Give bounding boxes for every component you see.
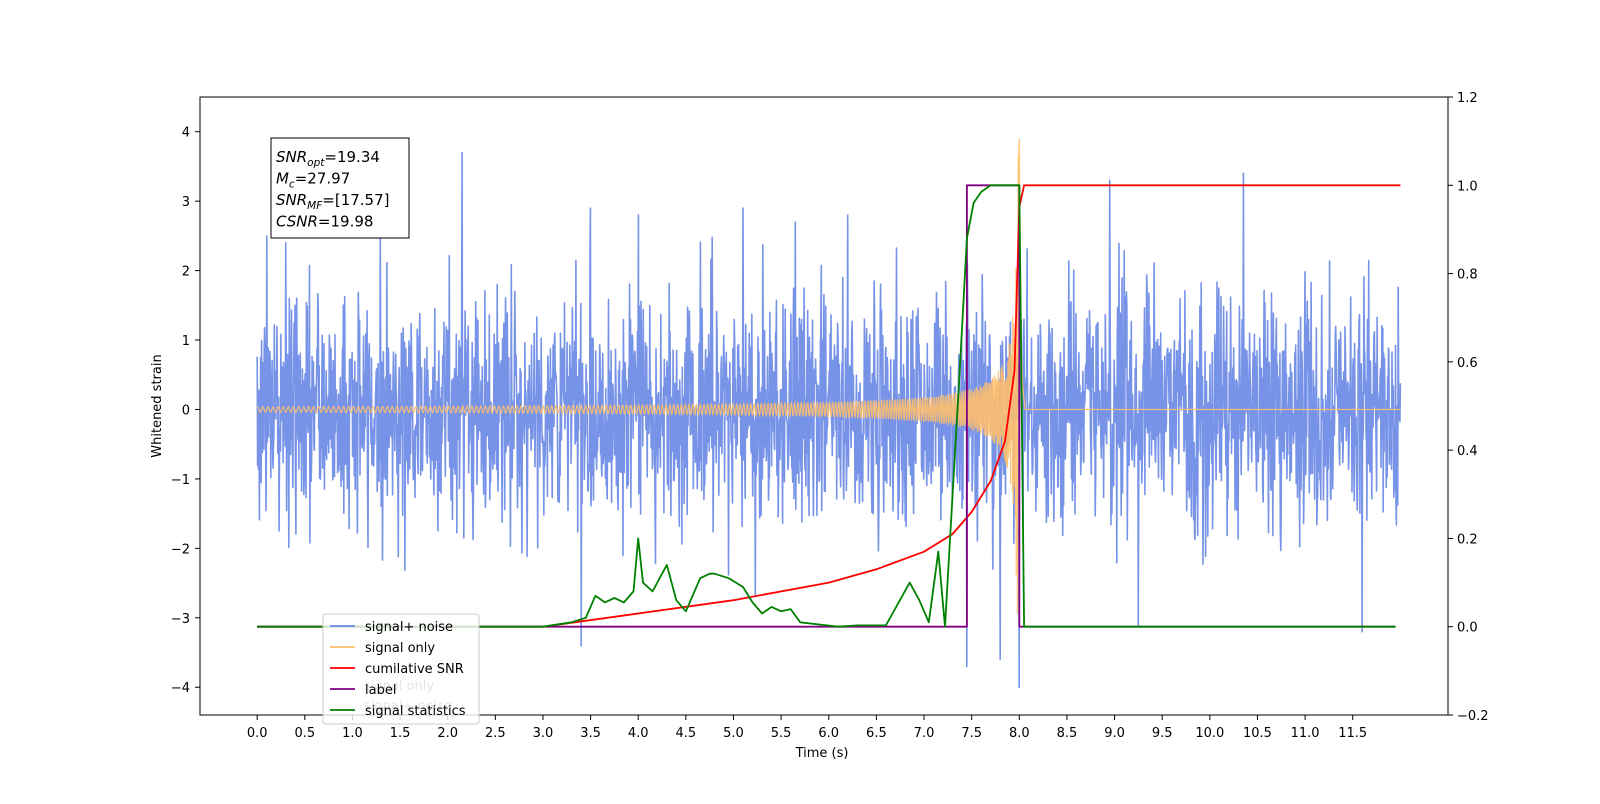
annotation-symbol: SNR <box>276 191 307 209</box>
annotation-value: =19.98 <box>318 213 374 231</box>
y-axis-right: −0.2 0.0 0.2 0.4 0.6 0.8 1.0 1.2 <box>1448 91 1489 724</box>
y2-tick-label: 0.8 <box>1457 268 1478 283</box>
legend-entry: signal+ noise <box>365 620 453 635</box>
annotation-value: =27.97 <box>295 170 351 188</box>
annotation-symbol: M <box>276 170 289 188</box>
x-tick-label: 2.5 <box>485 726 506 741</box>
x-tick-label: 10.0 <box>1195 726 1224 741</box>
annotation-box: SNRopt=19.34Mc=27.97SNRMF=[17.57]CSNR=19… <box>270 137 410 239</box>
x-axis: 0.0 0.5 1.0 1.5 2.0 2.5 3.0 3.5 4.0 4.5 5.0 5.5 6.0 6… <box>247 715 1367 741</box>
series-cumulative-snr <box>257 184 1401 628</box>
y-tick-label: 1 <box>182 334 190 349</box>
legend-frame <box>322 613 480 725</box>
x-tick-label: 8.5 <box>1057 726 1078 741</box>
annotation-symbol: SNR <box>276 148 307 166</box>
legend-entry: label <box>365 683 396 698</box>
x-tick-label: 7.5 <box>961 726 982 741</box>
x-tick-label: 8.0 <box>1009 726 1030 741</box>
series-signal-only <box>256 138 1401 615</box>
x-tick-label: 5.5 <box>771 726 792 741</box>
x-tick-label: 11.5 <box>1338 726 1367 741</box>
annotation-value: =19.34 <box>324 148 380 166</box>
y2-tick-label: 1.2 <box>1457 91 1478 106</box>
y-tick-label: −1 <box>171 473 190 488</box>
annotation-subscript: c <box>289 179 295 191</box>
x-tick-label: 1.0 <box>342 726 363 741</box>
annotation-line: SNRopt=19.34 <box>276 148 380 169</box>
y2-tick-label: 0.0 <box>1457 621 1478 636</box>
y2-tick-label: 0.2 <box>1457 532 1478 547</box>
y-tick-label: 3 <box>182 195 190 210</box>
x-tick-label: 1.5 <box>390 726 411 741</box>
y-axis-label: Whitened strain <box>150 354 165 457</box>
annotation-subscript: opt <box>307 157 325 169</box>
legend-entry: cumilative SNR <box>365 662 464 677</box>
annotation-subscript: MF <box>307 200 323 212</box>
x-tick-label: 0.0 <box>247 726 268 741</box>
x-tick-label: 0.5 <box>294 726 315 741</box>
annotation-frame <box>270 137 410 239</box>
y-axis-left: −4 −3 −2 −1 0 1 2 3 4 <box>171 126 200 696</box>
annotation-line: SNRMF=[17.57] <box>276 191 390 212</box>
series-layer <box>256 138 1402 688</box>
x-tick-label: 5.0 <box>723 726 744 741</box>
x-tick-label: 4.5 <box>676 726 697 741</box>
annotation-value: =[17.57] <box>322 191 389 209</box>
annotation-line: CSNR=19.98 <box>276 213 373 231</box>
x-tick-label: 3.0 <box>533 726 554 741</box>
series-signal-noise <box>256 151 1402 688</box>
x-tick-label: 3.5 <box>580 726 601 741</box>
annotation-symbol: CSNR <box>276 213 318 231</box>
y-tick-label: 2 <box>182 265 190 280</box>
x-axis-label: Time (s) <box>795 746 849 761</box>
y-tick-label: −2 <box>171 542 190 557</box>
y2-tick-label: −0.2 <box>1457 709 1489 724</box>
y-tick-label: 4 <box>182 126 190 141</box>
x-tick-label: 6.0 <box>818 726 839 741</box>
x-tick-label: 9.0 <box>1104 726 1125 741</box>
legend-entry: signal only <box>365 641 435 656</box>
x-tick-label: 2.0 <box>437 726 458 741</box>
series-signal-statistics <box>257 184 1396 628</box>
x-tick-label: 6.5 <box>866 726 887 741</box>
y2-tick-label: 1.0 <box>1457 179 1478 194</box>
x-tick-label: 7.0 <box>914 726 935 741</box>
legend-entry: signal statistics <box>365 704 466 719</box>
y2-tick-label: 0.4 <box>1457 444 1478 459</box>
x-tick-label: 9.5 <box>1152 726 1173 741</box>
y-tick-label: −3 <box>171 612 190 627</box>
x-tick-label: 10.5 <box>1243 726 1272 741</box>
x-tick-label: 4.0 <box>628 726 649 741</box>
x-tick-label: 11.0 <box>1291 726 1320 741</box>
y-tick-label: 0 <box>182 403 190 418</box>
annotation-line: Mc=27.97 <box>276 170 350 191</box>
y2-tick-label: 0.6 <box>1457 356 1478 371</box>
y-tick-label: −4 <box>171 681 190 696</box>
plot-area-frame <box>199 96 1449 716</box>
